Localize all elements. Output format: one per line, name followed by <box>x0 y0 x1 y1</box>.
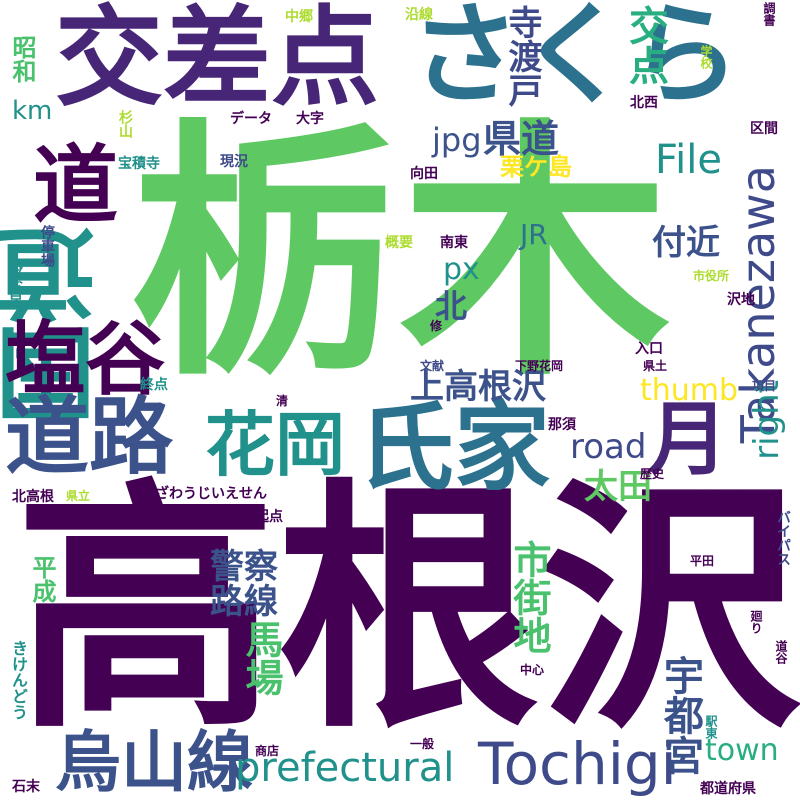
word-douro: 道路 <box>5 388 174 486</box>
word-enkou: 沿線 <box>405 7 433 23</box>
word-shigaichi: 市街地 <box>507 540 551 654</box>
word-jichitai: 自治体 <box>9 260 25 302</box>
word-gaiyou: 概要 <box>385 235 413 251</box>
word-kiten: 起点 <box>255 509 283 525</box>
word-zawaujiiesen: ざわうじいえせん <box>155 486 267 502</box>
word-road: road <box>570 427 647 467</box>
word-kitanishi: 北西 <box>630 95 658 111</box>
word-kita: 北 <box>435 287 468 325</box>
word-ippan: 一般 <box>410 737 435 751</box>
word-showa: 昭和 <box>8 35 36 83</box>
word-jpg: jpg <box>432 121 482 159</box>
word-kiyoshi: 清 <box>276 394 289 408</box>
word-genkyou: 現況 <box>220 154 248 170</box>
word-nasu: 那須 <box>548 417 576 433</box>
word-km: km <box>12 96 53 126</box>
word-dou-tani: 道谷 <box>774 640 788 664</box>
word-higashi-jr: 東日本旅客鉄道 <box>660 491 745 505</box>
word-shimotsuke-hanaoka: 下野花岡 <box>515 359 564 373</box>
word-ota: 太田 <box>584 467 652 507</box>
word-takanezawa: 高根沢 <box>15 458 800 763</box>
word-gakkou: 学校 <box>699 45 713 69</box>
word-shouten: 商店 <box>255 744 280 758</box>
word-px: px <box>443 252 480 287</box>
word-shioya: 塩谷 <box>5 313 165 406</box>
word-data: データ <box>230 111 272 127</box>
word-shiyakusho: 市役所 <box>693 269 730 283</box>
word-kenritsu: 県立 <box>66 489 91 503</box>
word-town: town <box>705 733 779 768</box>
word-hirata: 平田 <box>690 554 715 568</box>
word-chousho: 調書 <box>762 2 776 26</box>
word-kouten: 交点 <box>622 5 668 85</box>
word-iriguchi: 入口 <box>635 341 663 357</box>
word-tani: 谷 <box>774 652 788 664</box>
word-oaza: 大字 <box>296 111 324 127</box>
word-nantou: 南東 <box>440 235 468 251</box>
word-hanaoka: 花岡 <box>205 404 345 486</box>
word-houshakuji: 宝積寺 <box>118 156 160 172</box>
word-thumb: thumb <box>640 373 739 408</box>
word-kigyoudou: きけんどう <box>9 640 28 720</box>
word-shuu: 修 <box>430 319 443 333</box>
word-heisei: 平成 <box>28 555 56 603</box>
word-kousaten: 交差点 <box>55 0 380 121</box>
word-sakura: さくら <box>410 0 740 119</box>
word-sawachi: 沢地 <box>727 292 755 308</box>
word-keisatsu: 警察 <box>210 547 278 587</box>
word-sugiyama: 杉山 <box>117 110 133 138</box>
word-tsuki: 月 <box>648 393 728 486</box>
word-kami-takanezawa: 上高根沢 <box>410 367 546 407</box>
word-bypass: バイパス <box>775 510 791 566</box>
word-kendou: 県道 <box>483 117 560 161</box>
word-prefectural: prefectural <box>235 745 455 791</box>
word-chuusha: 停車場 <box>39 225 55 267</box>
word-mawari: 廻り <box>749 610 763 634</box>
word-ishisue: 石末 <box>12 779 40 795</box>
word-jr: JR <box>520 218 548 251</box>
word-kukan: 区間 <box>750 121 778 137</box>
word-kendo-earth: 県土 <box>643 359 668 373</box>
word-ekitou: 駅東 <box>704 715 718 739</box>
word-file: File <box>655 137 722 183</box>
word-rekishi: 歴史 <box>640 467 665 481</box>
word-kita-takanezawa: 北高根 <box>12 489 54 505</box>
word-karasuyama: 烏山線 <box>55 724 253 800</box>
word-todoufuken: 都道府県 <box>700 781 756 797</box>
word-bunken: 文献 <box>420 359 445 373</box>
word-mukaida: 向田 <box>410 166 438 182</box>
word-tochigi-latin: Tochigi <box>478 730 677 798</box>
word-teradoto: 寺渡戸 <box>502 5 542 107</box>
word-nakago: 中郷 <box>285 9 313 25</box>
word-shike: 氏家 <box>358 392 550 504</box>
word-michi: 道 <box>18 140 117 225</box>
word-koumoku: 項目 <box>752 379 777 393</box>
word-utsunomiya: 宇都宮 <box>657 655 703 775</box>
word-awagashima: 栗ケ島 <box>500 153 572 181</box>
word-dou: 道 <box>774 640 788 652</box>
word-baba: 馬場 <box>239 620 283 696</box>
word-fukin: 付近 <box>652 223 720 263</box>
word-tochigi: 栃木 <box>130 97 670 412</box>
word-shuuten: 終点 <box>140 377 168 393</box>
word-rosen: 路線 <box>210 582 278 622</box>
word-chuushin: 中心 <box>520 663 545 677</box>
